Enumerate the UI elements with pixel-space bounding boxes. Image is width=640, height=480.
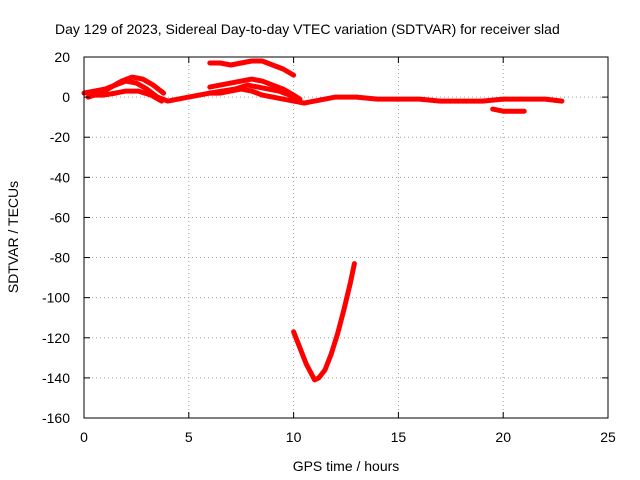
x-axis-label: GPS time / hours: [293, 458, 400, 474]
plot-frame: [83, 56, 609, 419]
series-line-arc-1: [81, 78, 565, 106]
x-tick-label: 25: [600, 429, 616, 445]
tick-layer: 0 5 10 15 20 25 20 0 -20 -40 -60 -80 -100 -120 -140 -16…: [42, 49, 616, 445]
y-tick-label: -120: [42, 330, 70, 346]
grid-layer: [84, 57, 608, 418]
y-tick-label: -60: [50, 209, 70, 225]
x-tick-label: 5: [185, 429, 193, 445]
series-line-arc-3: [87, 88, 165, 104]
y-tick-label: -80: [50, 250, 70, 266]
x-tick-label: 15: [391, 429, 407, 445]
chart-title: Day 129 of 2023, Sidereal Day-to-day VTE…: [55, 21, 560, 37]
y-tick-label: -100: [42, 290, 70, 306]
series-line-arc-2: [85, 74, 167, 100]
y-tick-label: -160: [42, 410, 70, 426]
series-line-arc-6: [207, 58, 297, 78]
y-tick-label: 0: [62, 89, 70, 105]
x-tick-label: 10: [286, 429, 302, 445]
x-tick-label: 20: [495, 429, 511, 445]
x-tick-label: 0: [80, 429, 88, 445]
y-tick-label: 20: [54, 49, 70, 65]
y-tick-label: -140: [42, 370, 70, 386]
y-tick-label: -40: [50, 169, 70, 185]
series-line-arc-5: [207, 82, 301, 102]
series-layer: [81, 58, 565, 383]
series-line-arc-8: [291, 261, 357, 383]
y-axis-label: SDTVAR / TECUs: [5, 181, 21, 293]
y-tick-label: -20: [50, 129, 70, 145]
series-line-arc-7: [490, 106, 527, 114]
